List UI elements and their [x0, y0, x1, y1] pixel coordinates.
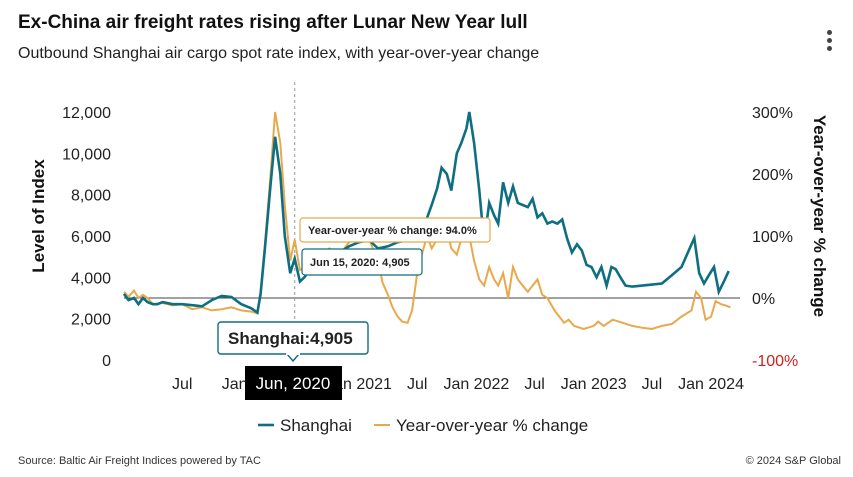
shanghai-tooltip: Jun 15, 2020: 4,905 [301, 248, 423, 276]
yoy-tooltip-text: Year-over-year % change: 94.0% [308, 225, 477, 237]
y-right-ticks: -100% 0% 100% 200% 300% [752, 105, 798, 370]
series-value-label: Shanghai:4,905 [217, 321, 369, 363]
series-value: 4,905 [310, 329, 353, 348]
x-tick-label: Jan 2024 [678, 376, 744, 393]
x-tick-label: Jan 2021 [326, 376, 392, 393]
y-left-tick-label: 10,000 [62, 146, 111, 163]
shanghai-tooltip-text: Jun 15, 2020: 4,905 [310, 257, 410, 269]
yoy-tooltip: Year-over-year % change: 94.0% [299, 217, 491, 243]
crosshair-label: Jun, 2020 [245, 366, 342, 400]
y-right-axis-title: Year-over-year % change [810, 115, 829, 317]
x-tick-label: Jan 2023 [561, 376, 627, 393]
y-left-tick-label: 2,000 [71, 312, 111, 329]
svg-text:Shanghai:4,905: Shanghai:4,905 [228, 329, 353, 348]
x-tick-label: Jul [524, 376, 544, 393]
legend-item-shanghai[interactable]: Shanghai [258, 416, 352, 435]
x-tick-label: Jan 2022 [443, 376, 509, 393]
y-left-tick-label: 6,000 [71, 229, 111, 246]
more-vertical-icon[interactable] [822, 30, 836, 56]
legend: Shanghai Year-over-year % change [258, 416, 588, 435]
y-right-tick-label: 0% [752, 291, 775, 308]
chart-subtitle: Outbound Shanghai air cargo spot rate in… [18, 45, 540, 62]
x-tick-label: Jul [642, 376, 662, 393]
shanghai-series-line[interactable] [122, 111, 730, 315]
x-tick-label: Jul [407, 376, 427, 393]
legend-label-yoy: Year-over-year % change [396, 416, 588, 435]
y-right-tick-label: 100% [752, 229, 793, 246]
y-right-tick-label: 200% [752, 167, 793, 184]
legend-item-yoy[interactable]: Year-over-year % change [374, 416, 588, 435]
y-right-tick-label: -100% [752, 353, 798, 370]
chart-title: Ex-China air freight rates rising after … [18, 12, 528, 33]
y-left-tick-label: 8,000 [71, 188, 111, 205]
y-left-axis-title: Level of Index [29, 159, 48, 273]
y-left-tick-label: 4,000 [71, 270, 111, 287]
series-label: Shanghai: [228, 329, 310, 348]
x-tick-label: Jul [172, 376, 192, 393]
y-left-tick-label: 0 [102, 353, 111, 370]
y-right-tick-label: 300% [752, 105, 793, 122]
legend-label-shanghai: Shanghai [280, 416, 352, 435]
y-left-tick-label: 12,000 [62, 105, 111, 122]
y-left-ticks: 0 2,000 4,000 6,000 8,000 10,000 12,000 [62, 105, 111, 370]
copyright-note: © 2024 S&P Global [745, 455, 841, 467]
source-note: Source: Baltic Air Freight Indices power… [18, 455, 261, 467]
crosshair-label-text: Jun, 2020 [256, 374, 331, 393]
